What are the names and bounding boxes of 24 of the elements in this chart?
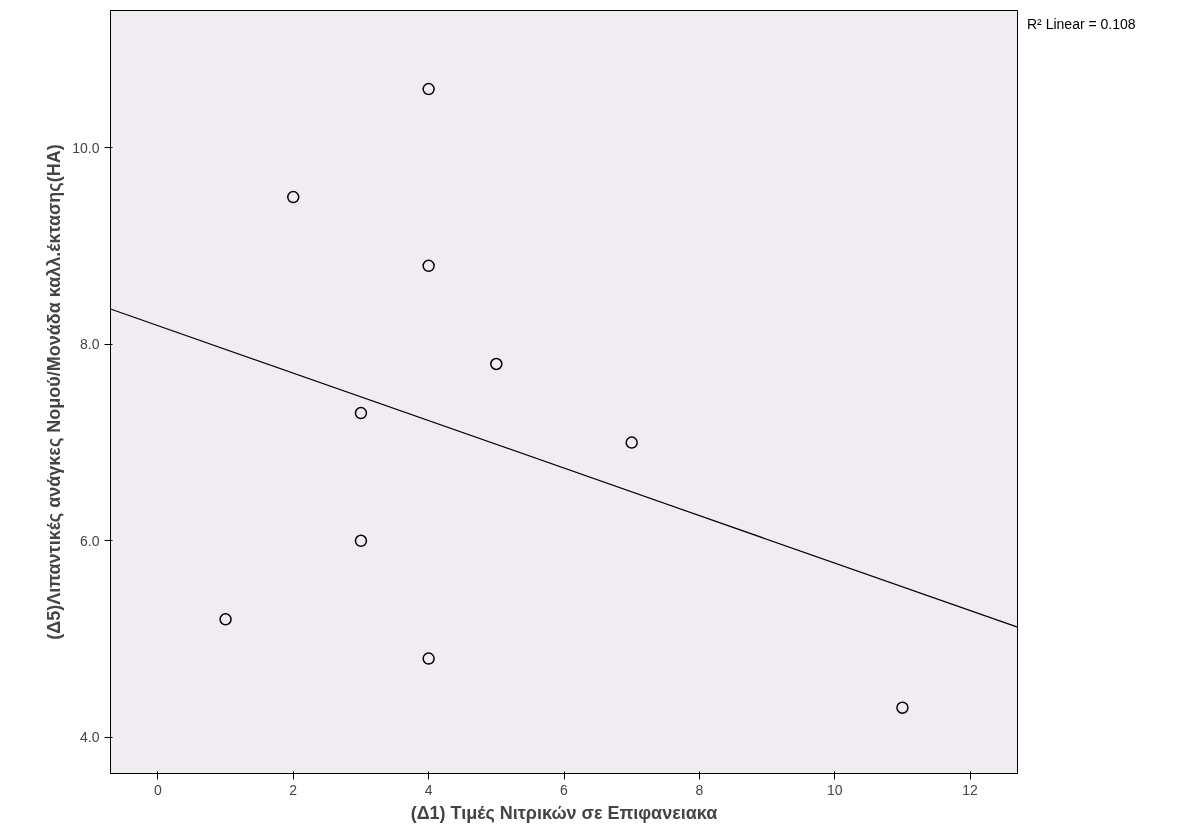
x-tick-label: 6 [560,781,569,798]
x-tick-label: 0 [153,781,162,798]
point [422,652,435,665]
point [625,436,638,449]
point [422,259,435,273]
text: R² Linear = 0.108 [1027,15,1136,34]
point [896,701,909,714]
point [354,406,368,420]
x-tick-label: 12 [962,781,979,798]
x-tick-label: 8 [695,781,704,798]
point [422,82,435,96]
y-tick-label: 10.0 [72,139,100,156]
x-tick-label: 10 [826,781,843,798]
y-axis-title: (Δ5)Λιπαντικές ανάγκες Νομού/Μονάδα καλλ.έκτασης(HA) [44,144,65,640]
point [287,190,300,204]
point [354,534,368,548]
x-tick-label: 2 [289,781,298,798]
x-tick-label: 4 [424,781,433,798]
y-tick-label: 4.0 [80,729,100,746]
point [490,357,503,371]
y-tick-label: 6.0 [80,532,100,549]
y-tick-label: 8.0 [80,336,100,353]
point [219,613,232,626]
x-axis-title: (Δ1) Τιμές Νιτρικών σε Επιφανειακα [410,802,718,823]
